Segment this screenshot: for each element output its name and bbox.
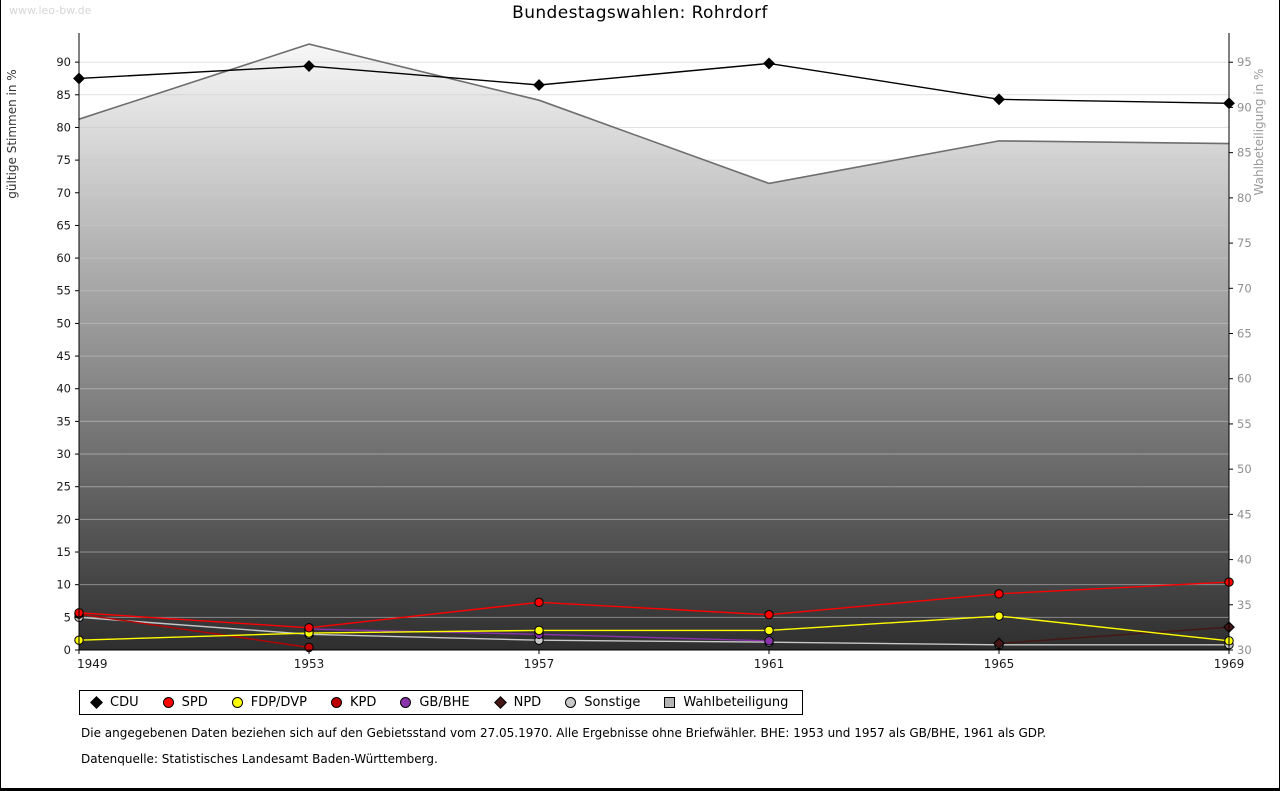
- svg-text:65: 65: [56, 218, 71, 232]
- legend-label: FDP/DVP: [250, 695, 307, 710]
- svg-text:10: 10: [56, 578, 71, 592]
- data-point-icon: [994, 611, 1004, 621]
- axes: [78, 33, 1230, 651]
- svg-text:40: 40: [1237, 553, 1252, 567]
- right-axis-title: Wahlbeteiligung in %: [1252, 69, 1266, 196]
- svg-text:30: 30: [56, 447, 71, 461]
- svg-text:60: 60: [56, 251, 71, 265]
- svg-text:85: 85: [1237, 146, 1252, 160]
- svg-text:75: 75: [56, 153, 71, 167]
- legend-item-npd: NPD: [493, 695, 542, 710]
- turnout-line: [78, 43, 1230, 185]
- legend-item-sonstige: Sonstige: [565, 695, 640, 710]
- axis-tick-labels: 0 5 10 15 20 25 30 35 40 45 50 55 60 65 70 75 80 85 90 30 35…: [56, 55, 1251, 671]
- series-cdu: [73, 57, 1235, 110]
- footnote-datenquelle: Datenquelle: Statistisches Landesamt Bad…: [81, 752, 438, 766]
- data-point-icon: [534, 597, 544, 608]
- legend-item-kpd: KPD: [330, 695, 377, 710]
- data-point-icon: [303, 60, 315, 72]
- legend-label: SPD: [181, 695, 208, 710]
- legend-label: GB/BHE: [419, 695, 470, 710]
- svg-text:45: 45: [56, 349, 71, 363]
- square-marker-icon: [664, 697, 676, 708]
- svg-text:30: 30: [1237, 643, 1252, 657]
- svg-text:65: 65: [1237, 327, 1252, 341]
- legend-item-gb-bhe: GB/BHE: [400, 695, 470, 710]
- svg-text:35: 35: [56, 414, 71, 428]
- legend-item-spd: SPD: [162, 695, 208, 710]
- data-point-icon: [534, 625, 544, 636]
- svg-text:60: 60: [1237, 372, 1252, 386]
- legend-item-wahlbeteiligung: Wahlbeteiligung: [664, 695, 788, 710]
- data-point-icon: [304, 623, 314, 633]
- data-point-icon: [994, 589, 1004, 599]
- grid-lines: [79, 61, 1229, 618]
- data-point-icon: [764, 610, 774, 620]
- svg-text:70: 70: [1237, 281, 1252, 295]
- svg-text:5: 5: [64, 610, 71, 624]
- chart-legend: CDU SPD FDP/DVP KPD GB/BHE NPD Sonstige Wahlbet…: [79, 690, 804, 715]
- svg-text:0: 0: [64, 643, 71, 657]
- svg-text:1965: 1965: [984, 657, 1015, 671]
- svg-text:1961: 1961: [754, 657, 785, 671]
- svg-text:50: 50: [1237, 462, 1252, 476]
- svg-text:15: 15: [56, 545, 71, 559]
- legend-item-cdu: CDU: [90, 695, 139, 710]
- data-point-icon: [993, 637, 1005, 650]
- turnout-area: [79, 44, 1229, 651]
- svg-text:40: 40: [56, 382, 71, 396]
- footnote-gebietsstand: Die angegebenen Daten beziehen sich auf …: [81, 726, 1047, 740]
- circle-marker-icon: [330, 697, 342, 708]
- svg-text:25: 25: [56, 480, 71, 494]
- svg-text:1949: 1949: [77, 657, 108, 671]
- svg-text:85: 85: [56, 88, 71, 102]
- legend-label: NPD: [513, 695, 542, 710]
- data-point-icon: [533, 79, 545, 91]
- svg-text:1969: 1969: [1214, 657, 1245, 671]
- circle-marker-icon: [400, 697, 412, 708]
- chart-title: Bundestagswahlen: Rohrdorf: [512, 3, 768, 23]
- data-point-icon: [764, 636, 774, 646]
- svg-text:70: 70: [56, 186, 71, 200]
- svg-text:80: 80: [56, 120, 71, 134]
- svg-text:20: 20: [56, 512, 71, 526]
- legend-label: CDU: [110, 695, 139, 710]
- svg-text:75: 75: [1237, 236, 1252, 250]
- svg-text:95: 95: [1237, 55, 1252, 69]
- data-point-icon: [764, 625, 774, 636]
- svg-text:50: 50: [56, 316, 71, 330]
- svg-text:45: 45: [1237, 507, 1252, 521]
- svg-text:1957: 1957: [524, 657, 555, 671]
- data-point-icon: [993, 93, 1005, 106]
- svg-text:35: 35: [1237, 598, 1252, 612]
- left-axis-title: gültige Stimmen in %: [5, 69, 19, 198]
- legend-label: Wahlbeteiligung: [683, 695, 789, 710]
- svg-text:90: 90: [1237, 100, 1252, 114]
- legend-label: KPD: [349, 695, 377, 710]
- svg-text:1953: 1953: [294, 657, 325, 671]
- circle-marker-icon: [565, 697, 577, 708]
- watermark: www.leo-bw.de: [9, 4, 92, 17]
- circle-marker-icon: [162, 697, 174, 708]
- diamond-marker-icon: [493, 696, 507, 709]
- svg-text:80: 80: [1237, 191, 1252, 205]
- legend-label: Sonstige: [584, 695, 641, 710]
- data-point-icon: [763, 57, 775, 70]
- diamond-marker-icon: [90, 696, 103, 709]
- svg-text:55: 55: [56, 284, 71, 298]
- legend-item-fdp-dvp: FDP/DVP: [231, 695, 307, 710]
- svg-text:90: 90: [56, 55, 71, 69]
- svg-text:55: 55: [1237, 417, 1252, 431]
- circle-marker-icon: [231, 697, 243, 708]
